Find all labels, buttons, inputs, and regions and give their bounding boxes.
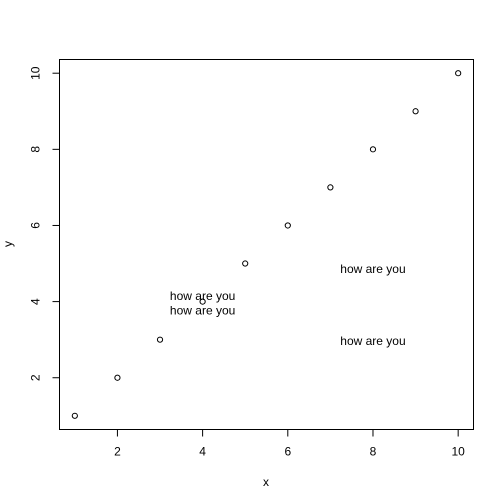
- annotation-text: how are you: [340, 262, 405, 276]
- y-tick-label: 4: [29, 298, 43, 305]
- data-point: [199, 298, 206, 305]
- data-point: [156, 336, 164, 343]
- data-points: [71, 70, 462, 419]
- x-axis-title: x: [263, 475, 269, 489]
- annotation-text: how are you: [170, 303, 235, 317]
- data-point: [71, 412, 78, 419]
- y-tick-label: 8: [29, 146, 43, 153]
- plot-area-frame: [59, 59, 474, 430]
- data-point: [455, 70, 462, 77]
- y-axis-title: y: [1, 241, 15, 247]
- data-point: [327, 184, 334, 191]
- data-point: [284, 222, 291, 229]
- y-axis: 2 4 6 8 10: [29, 66, 60, 381]
- y-tick-label: 2: [29, 374, 43, 381]
- data-point: [412, 108, 419, 115]
- x-tick-label: 2: [114, 445, 121, 459]
- y-tick-label: 10: [29, 66, 43, 80]
- data-point: [242, 260, 249, 267]
- x-tick-label: 8: [370, 445, 377, 459]
- x-tick-label: 4: [199, 445, 206, 459]
- y-tick-label: 6: [29, 222, 43, 229]
- data-point: [369, 146, 377, 153]
- x-tick-label: 10: [451, 445, 465, 459]
- annotation-text: how are you: [340, 334, 405, 348]
- x-axis: 2 4 6 8 10: [114, 429, 465, 459]
- data-point: [114, 374, 121, 381]
- annotation-text: how are you: [170, 289, 235, 303]
- x-tick-label: 6: [284, 445, 291, 459]
